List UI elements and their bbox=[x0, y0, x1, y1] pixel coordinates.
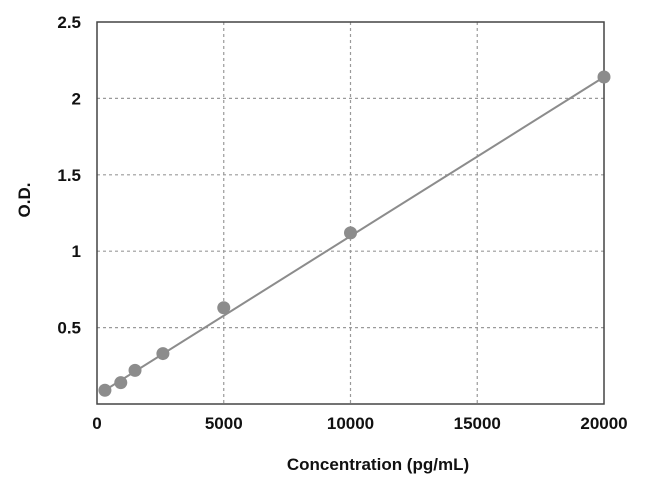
y-axis-tick-labels: 0.5 1 1.5 2 2.5 bbox=[57, 13, 81, 338]
y-tick-label: 0.5 bbox=[57, 319, 81, 338]
data-point bbox=[156, 347, 170, 361]
x-tick-label: 0 bbox=[92, 414, 101, 433]
plot-frame bbox=[96, 21, 605, 405]
x-tick-label: 5000 bbox=[205, 414, 243, 433]
data-point bbox=[114, 376, 128, 390]
x-tick-label: 20000 bbox=[580, 414, 627, 433]
y-tick-label: 1.5 bbox=[57, 166, 81, 185]
y-tick-label: 2.5 bbox=[57, 13, 81, 32]
x-axis-tick-labels: 0 5000 10000 15000 20000 bbox=[92, 414, 627, 433]
data-point bbox=[597, 70, 611, 84]
gridlines bbox=[97, 22, 604, 404]
data-point bbox=[217, 301, 231, 315]
data-points bbox=[98, 70, 611, 397]
x-axis-title: Concentration (pg/mL) bbox=[287, 455, 469, 474]
y-tick-label: 2 bbox=[72, 89, 81, 108]
y-tick-label: 1 bbox=[72, 242, 81, 261]
x-tick-label: 10000 bbox=[327, 414, 374, 433]
x-tick-label: 15000 bbox=[454, 414, 501, 433]
y-axis-title: O.D. bbox=[15, 183, 34, 218]
data-point bbox=[98, 383, 112, 397]
data-point bbox=[344, 226, 357, 240]
data-point bbox=[128, 363, 142, 377]
